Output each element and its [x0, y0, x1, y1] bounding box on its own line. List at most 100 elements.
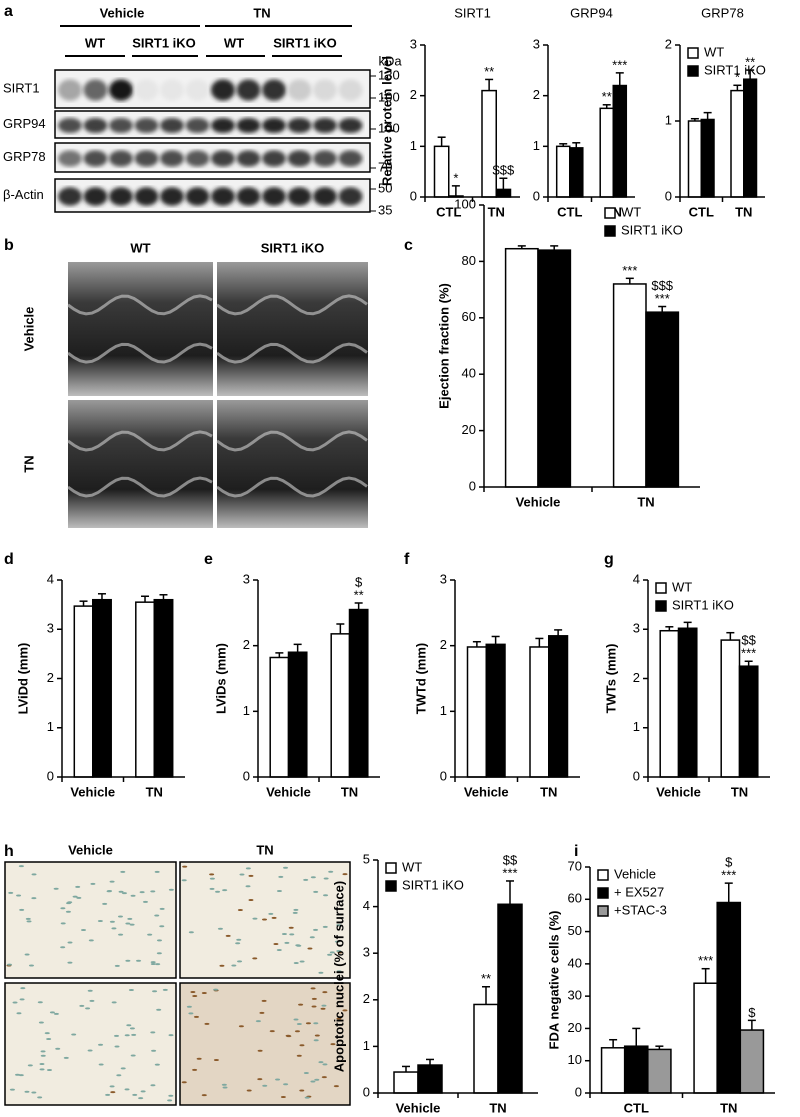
nucleus [299, 1089, 305, 1092]
nucleus [219, 964, 225, 967]
y-tick-label: 0 [633, 768, 640, 783]
protein-label: GRP94 [3, 116, 46, 131]
bar [623, 1045, 649, 1094]
echo-image [68, 400, 213, 528]
nucleus [314, 1034, 320, 1037]
nucleus [24, 953, 30, 956]
band [211, 117, 235, 134]
label: SIRT1 iKO [261, 240, 325, 255]
nucleus [155, 963, 161, 966]
band [185, 150, 210, 167]
band [338, 117, 363, 134]
y-tick-label: 20 [568, 1020, 582, 1035]
bar [612, 283, 647, 488]
nucleus [167, 1099, 173, 1102]
nucleus [276, 889, 282, 892]
nucleus [55, 1047, 61, 1050]
nucleus [204, 1022, 210, 1025]
nucleus [215, 890, 221, 893]
panel-label: a [4, 3, 13, 20]
label: WT [130, 240, 150, 255]
nucleus [342, 873, 348, 876]
nucleus [262, 918, 268, 921]
nucleus [154, 870, 160, 873]
nucleus [136, 959, 142, 962]
label: TN [21, 455, 36, 472]
echo-wall [216, 476, 368, 498]
panel-label: g [604, 551, 614, 568]
legend-swatch [687, 47, 699, 59]
marker-label: 50 [378, 180, 392, 195]
legend-swatch [687, 65, 699, 77]
band [211, 150, 235, 167]
nucleus [322, 991, 328, 994]
nucleus [248, 898, 254, 901]
bar [433, 145, 450, 198]
band [58, 150, 82, 167]
band [83, 187, 108, 206]
band [313, 79, 337, 101]
nucleus [60, 946, 66, 949]
y-tick-label: 3 [440, 571, 447, 586]
y-tick-label: 1 [633, 719, 640, 734]
x-tick-label: CTL [689, 204, 714, 219]
band [236, 117, 261, 134]
band [313, 117, 337, 134]
nucleus [44, 1032, 50, 1035]
nucleus [168, 1034, 174, 1037]
nucleus [120, 1067, 126, 1070]
marker-label: 100 [378, 89, 400, 104]
nucleus [313, 1022, 319, 1025]
nucleus [19, 998, 25, 1001]
legend-label: WT [402, 859, 422, 874]
nucleus [18, 1074, 24, 1077]
legend-swatch [597, 905, 609, 917]
nucleus [310, 1080, 316, 1083]
nucleus [192, 995, 198, 998]
bar [529, 646, 550, 778]
nucleus [110, 1091, 116, 1094]
band [262, 117, 286, 134]
nucleus [79, 1004, 85, 1007]
label: SIRT1 iKO [273, 35, 337, 50]
nucleus [140, 1090, 146, 1093]
nucleus [125, 922, 131, 925]
nucleus [336, 992, 342, 995]
label: WT [224, 35, 244, 50]
chart-title: SIRT1 [454, 5, 491, 20]
nucleus [118, 890, 124, 893]
nucleus [24, 1090, 30, 1093]
nucleus [97, 919, 103, 922]
band [262, 79, 286, 101]
legend-label: SIRT1 iKO [402, 877, 464, 892]
y-tick-label: 1 [363, 1038, 370, 1053]
marker-label: 35 [378, 202, 392, 217]
panel-label: h [4, 843, 14, 860]
y-tick-label: 2 [440, 637, 447, 652]
nucleus [336, 949, 342, 952]
nucleus [259, 1011, 265, 1014]
band [160, 79, 184, 101]
y-tick-label: 3 [633, 621, 640, 636]
nucleus [132, 1093, 138, 1096]
nucleus [87, 1049, 93, 1052]
echo-wall [67, 294, 213, 316]
legend-label: WT [621, 204, 641, 219]
significance: ** [481, 971, 491, 986]
y-tick-label: 1 [533, 138, 540, 153]
nucleus [168, 1094, 174, 1097]
significance: *** [622, 263, 637, 278]
nucleus [307, 947, 313, 950]
nucleus [156, 1008, 162, 1011]
legend-swatch [597, 887, 609, 899]
legend-label: Vehicle [614, 866, 656, 881]
nucleus [237, 960, 243, 963]
nucleus [239, 873, 245, 876]
nucleus [128, 988, 134, 991]
legend-swatch [385, 880, 397, 892]
y-tick-label: 2 [243, 637, 250, 652]
label: SIRT1 iKO [132, 35, 196, 50]
nucleus [16, 894, 22, 897]
x-tick-label: CTL [557, 204, 582, 219]
y-axis-label: FDA negative cells (%) [546, 911, 561, 1050]
